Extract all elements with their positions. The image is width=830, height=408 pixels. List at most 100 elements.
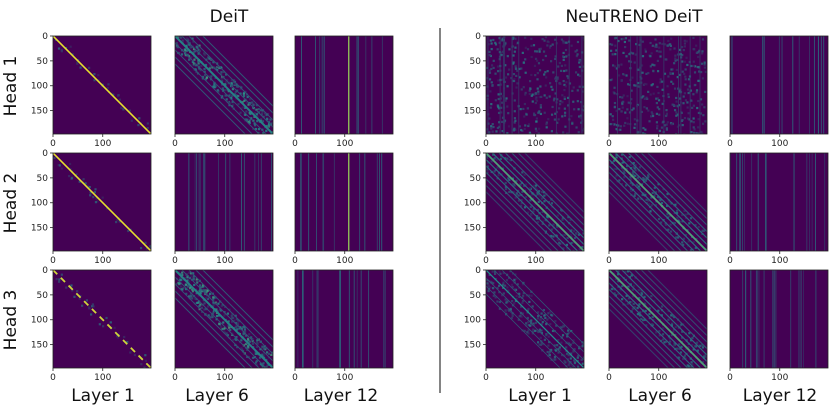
- heatmap-cell: [678, 356, 681, 359]
- heatmap-cell: [621, 169, 625, 172]
- heatmap-cell: [207, 314, 210, 317]
- heatmap-cell: [256, 341, 259, 344]
- heatmap-cell: [528, 89, 531, 92]
- heatmap-cells: [175, 153, 273, 251]
- heatmap-cell: [523, 173, 526, 176]
- heatmap-cell: [186, 279, 189, 282]
- heatmap-cell: [629, 163, 632, 166]
- heatmap-cell: [634, 164, 637, 167]
- heatmap-cell: [542, 343, 545, 346]
- heatmap-cell: [227, 90, 230, 93]
- heatmap-cell: [497, 105, 500, 108]
- y-tick-label: 150: [464, 107, 481, 117]
- heatmap-cell: [263, 353, 266, 356]
- heatmap-cell: [651, 191, 654, 195]
- heatmap-cell: [556, 344, 559, 347]
- heatmap-cell: [490, 67, 493, 71]
- heatmap-cell: [614, 176, 617, 179]
- heatmap-cell: [212, 301, 215, 304]
- heatmap-cell: [490, 81, 493, 84]
- heatmap-cell: [642, 127, 645, 130]
- heatmap-cell: [512, 36, 515, 39]
- heatmap-cell: [519, 183, 522, 186]
- heatmap-cell: [578, 345, 581, 348]
- heatmap-cell: [260, 113, 263, 116]
- heatmap-cell: [200, 289, 204, 293]
- heatmap-cell: [557, 65, 560, 68]
- heatmap-cell: [651, 63, 654, 66]
- heatmap-cell: [188, 58, 191, 61]
- heatmap-cell: [123, 335, 126, 339]
- heatmap-cell: [499, 92, 502, 95]
- heatmap-cell: [633, 118, 636, 121]
- heatmap-cell: [567, 216, 570, 219]
- heatmap-cell: [681, 124, 684, 127]
- heatmap-cell: [683, 354, 687, 357]
- heatmap-cell: [692, 121, 695, 124]
- heatmap-cell: [516, 82, 519, 85]
- heatmap-cell: [577, 131, 580, 134]
- heatmap-cell: [659, 198, 662, 202]
- heatmap-cell: [576, 100, 579, 103]
- heatmap-cell: [539, 343, 543, 346]
- heatmap-cell: [236, 346, 239, 349]
- heatmap-cell: [246, 101, 249, 104]
- heatmap-cell: [552, 71, 555, 74]
- heatmap-cell: [705, 355, 707, 359]
- heatmap-cell: [85, 299, 89, 302]
- heatmap-cell: [241, 326, 245, 329]
- heatmap-cell: [246, 344, 250, 348]
- heatmap-cell: [95, 197, 98, 200]
- heatmap-cell: [626, 270, 630, 273]
- heatmap-cell: [682, 102, 685, 105]
- y-tick-label: 0: [42, 149, 48, 159]
- heatmap-cell: [236, 322, 239, 325]
- heatmap-cell: [260, 363, 263, 366]
- heatmap-cell: [557, 338, 560, 342]
- heatmap-cell: [649, 55, 652, 58]
- heatmap-cell: [556, 76, 559, 79]
- heatmap-cell: [683, 92, 686, 95]
- heatmap-cell: [545, 96, 548, 99]
- heatmap-cell: [181, 39, 184, 42]
- heatmap-cell: [626, 108, 629, 111]
- heatmap-cell: [538, 50, 541, 53]
- heatmap-cell: [675, 100, 678, 103]
- x-tick-label: 100: [336, 256, 353, 266]
- heatmap-cell: [176, 45, 179, 48]
- heatmap-cell: [561, 334, 565, 337]
- heatmap-cell: [618, 179, 621, 182]
- heatmap-cell: [543, 338, 546, 341]
- heatmap-cell: [665, 340, 668, 343]
- heatmap-cell: [228, 94, 231, 97]
- heatmap-cells: [295, 270, 393, 368]
- heatmap-cell: [675, 96, 678, 100]
- panel-frame: [294, 35, 394, 135]
- heatmap-cell: [629, 122, 632, 126]
- heatmap-cell: [496, 65, 500, 68]
- heatmap-cell: [655, 127, 659, 130]
- heatmap-cell: [542, 308, 546, 312]
- heatmap-cell: [116, 218, 119, 221]
- group-title-deit: DeiT: [210, 7, 249, 27]
- heatmap-cell: [255, 104, 259, 107]
- heatmap-cell: [643, 318, 647, 321]
- heatmap-cell: [626, 122, 629, 125]
- heatmap-cell: [501, 283, 505, 286]
- heatmap-cell: [542, 50, 546, 53]
- heatmap-cell: [696, 349, 699, 352]
- heatmap-cell: [498, 167, 501, 170]
- heatmap-cell: [249, 112, 252, 116]
- heatmap-cell: [628, 39, 631, 42]
- heatmap-cell: [638, 85, 641, 88]
- heatmap-cell: [695, 89, 699, 92]
- heatmap-cell: [651, 315, 654, 319]
- heatmap-cell: [654, 191, 657, 194]
- heatmap-cell: [640, 96, 643, 99]
- heatmap-cell: [640, 183, 644, 186]
- y-tick-label: 50: [37, 291, 49, 301]
- heatmap-cell: [503, 157, 507, 160]
- heatmap-cell: [195, 292, 198, 295]
- x-tick-label: 100: [527, 373, 544, 383]
- heatmap-cell: [578, 74, 581, 78]
